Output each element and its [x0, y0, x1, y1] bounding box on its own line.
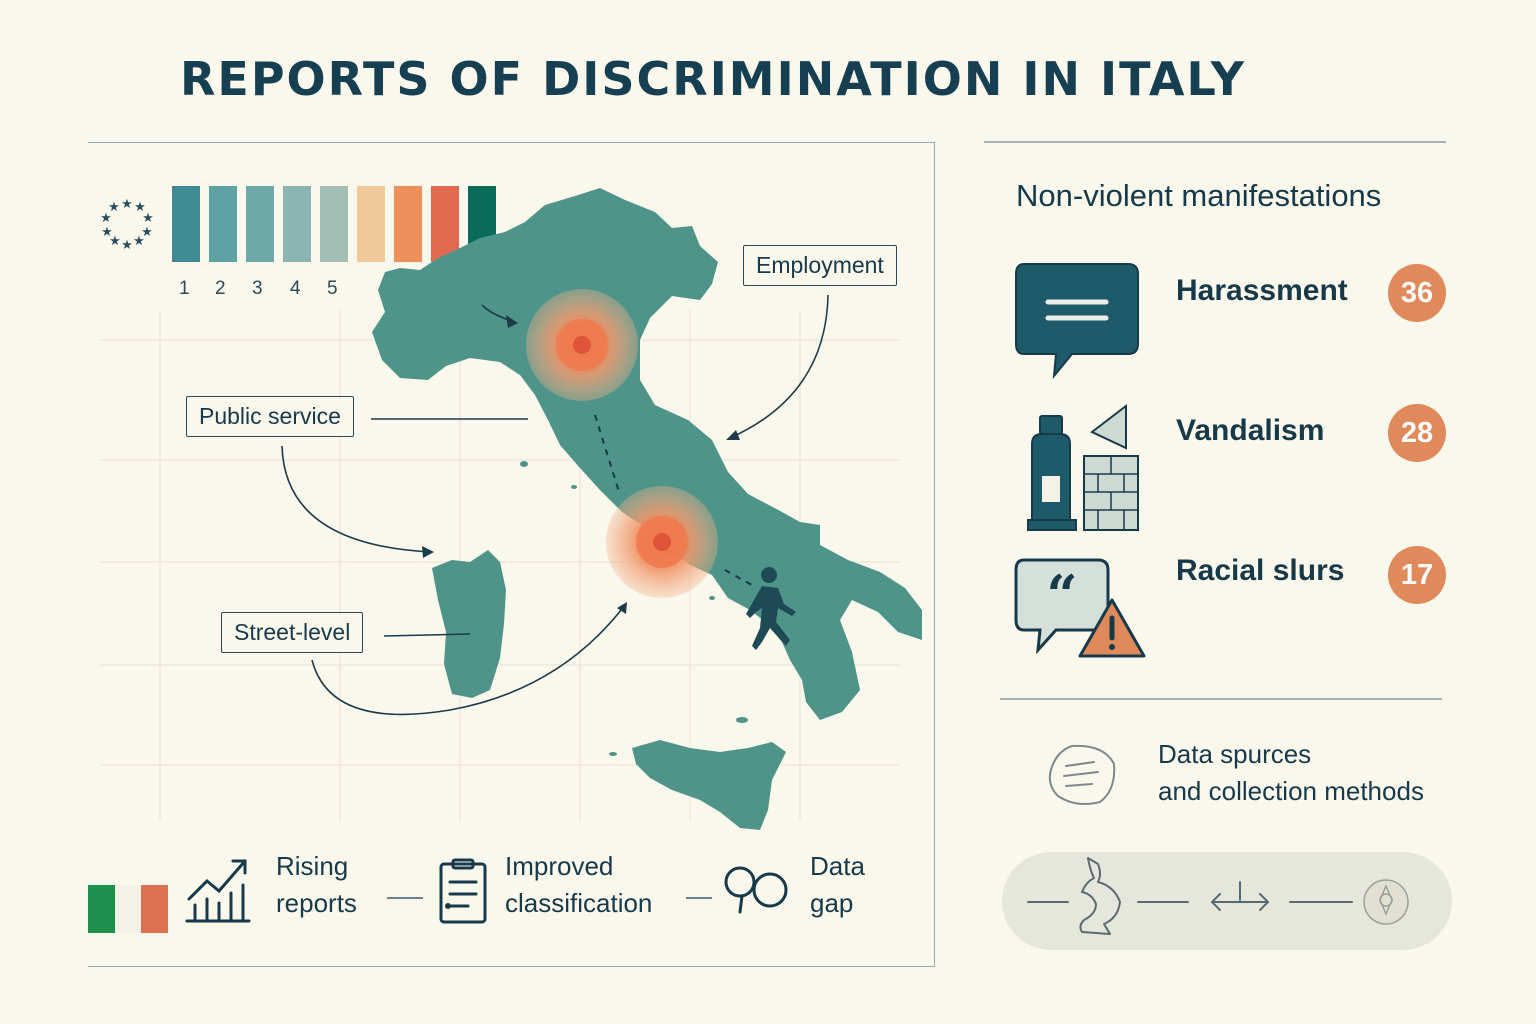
harassment-label: Harassment: [1176, 274, 1348, 307]
scale-swatch: [357, 186, 385, 262]
scale-swatch: [172, 186, 200, 262]
color-scale: [172, 186, 496, 262]
scale-swatch: [320, 186, 348, 262]
section-heading: Non-violent manifestations: [1016, 178, 1382, 213]
small-islands: [520, 461, 748, 756]
map-panel-frame: [88, 142, 935, 967]
separator: [686, 897, 712, 899]
svg-text:★: ★: [100, 211, 112, 226]
sardinia: [432, 550, 506, 698]
data-gap-label: Data gap: [810, 848, 865, 922]
quote-warning-icon: “: [1014, 558, 1146, 658]
racial-slurs-label: Racial slurs: [1176, 554, 1345, 587]
italy-outline-icon: [1079, 857, 1121, 935]
clipboard-icon: [439, 858, 487, 924]
vandalism-count-badge: 28: [1388, 404, 1446, 462]
scale-swatch: [431, 186, 459, 262]
callout-street-level: Street-level: [221, 612, 364, 653]
gap-line-1: Data: [810, 851, 865, 881]
eu-stars-icon: ★ ★★ ★★★ ★★★ ★: [100, 197, 154, 253]
scale-label: 1: [179, 278, 190, 299]
data-sources-line-2: and collection methods: [1158, 776, 1424, 806]
scale-label: 3: [252, 278, 263, 299]
vandalism-label: Vandalism: [1176, 414, 1325, 447]
scale-label: 4: [290, 278, 301, 299]
svg-text:★: ★: [121, 238, 133, 253]
top-right-divider: [984, 141, 1446, 143]
improved-classification-label: Improved classification: [505, 848, 652, 922]
scale-swatch: [283, 186, 311, 262]
rising-reports-label: Rising reports: [276, 848, 357, 922]
bidirectional-arrow-icon: [1211, 881, 1269, 911]
scale-swatch: [246, 186, 274, 262]
page-title: REPORTS OF DISCRIMINATION IN ITALY: [180, 52, 1246, 106]
svg-text:★: ★: [109, 234, 121, 249]
speech-bubble-icon: [1015, 263, 1139, 380]
racial-slurs-count-badge: 17: [1388, 546, 1446, 604]
scale-swatch: [209, 186, 237, 262]
sidebar-divider: [1000, 698, 1442, 700]
svg-text:“: “: [1046, 563, 1077, 627]
documents-icon: [1048, 744, 1116, 805]
scale-swatch: [394, 186, 422, 262]
walking-person-icon: [746, 567, 796, 650]
gap-line-2: gap: [810, 888, 854, 918]
improved-line-2: classification: [505, 888, 653, 918]
broken-link-icon: [724, 866, 788, 914]
emblem-icon: [1363, 879, 1409, 925]
data-sources-line-1: Data spurces: [1158, 739, 1312, 769]
svg-text:★: ★: [133, 234, 145, 249]
rising-line-2: reports: [276, 888, 357, 918]
data-sources-text: Data spurces and collection methods: [1158, 736, 1424, 810]
svg-text:★: ★: [101, 225, 113, 240]
callout-employment: Employment: [743, 245, 897, 286]
spray-can-wall-icon: [1027, 404, 1139, 531]
svg-text:★: ★: [108, 200, 120, 215]
callout-public-service: Public service: [186, 396, 354, 437]
harassment-count-badge: 36: [1388, 264, 1446, 322]
italy-flag-icon: [88, 885, 169, 933]
scale-label: 5: [327, 278, 338, 299]
svg-text:★: ★: [141, 225, 153, 240]
svg-text:★: ★: [121, 197, 133, 212]
svg-text:★: ★: [142, 211, 154, 226]
svg-text:★: ★: [134, 200, 146, 215]
sicily: [632, 740, 786, 830]
rising-chart-icon: [185, 859, 251, 923]
separator: [387, 897, 423, 899]
process-steps: [1027, 857, 1409, 935]
rising-line-1: Rising: [276, 851, 349, 881]
scale-label: 2: [215, 278, 226, 299]
improved-line-1: Improved: [505, 851, 614, 881]
